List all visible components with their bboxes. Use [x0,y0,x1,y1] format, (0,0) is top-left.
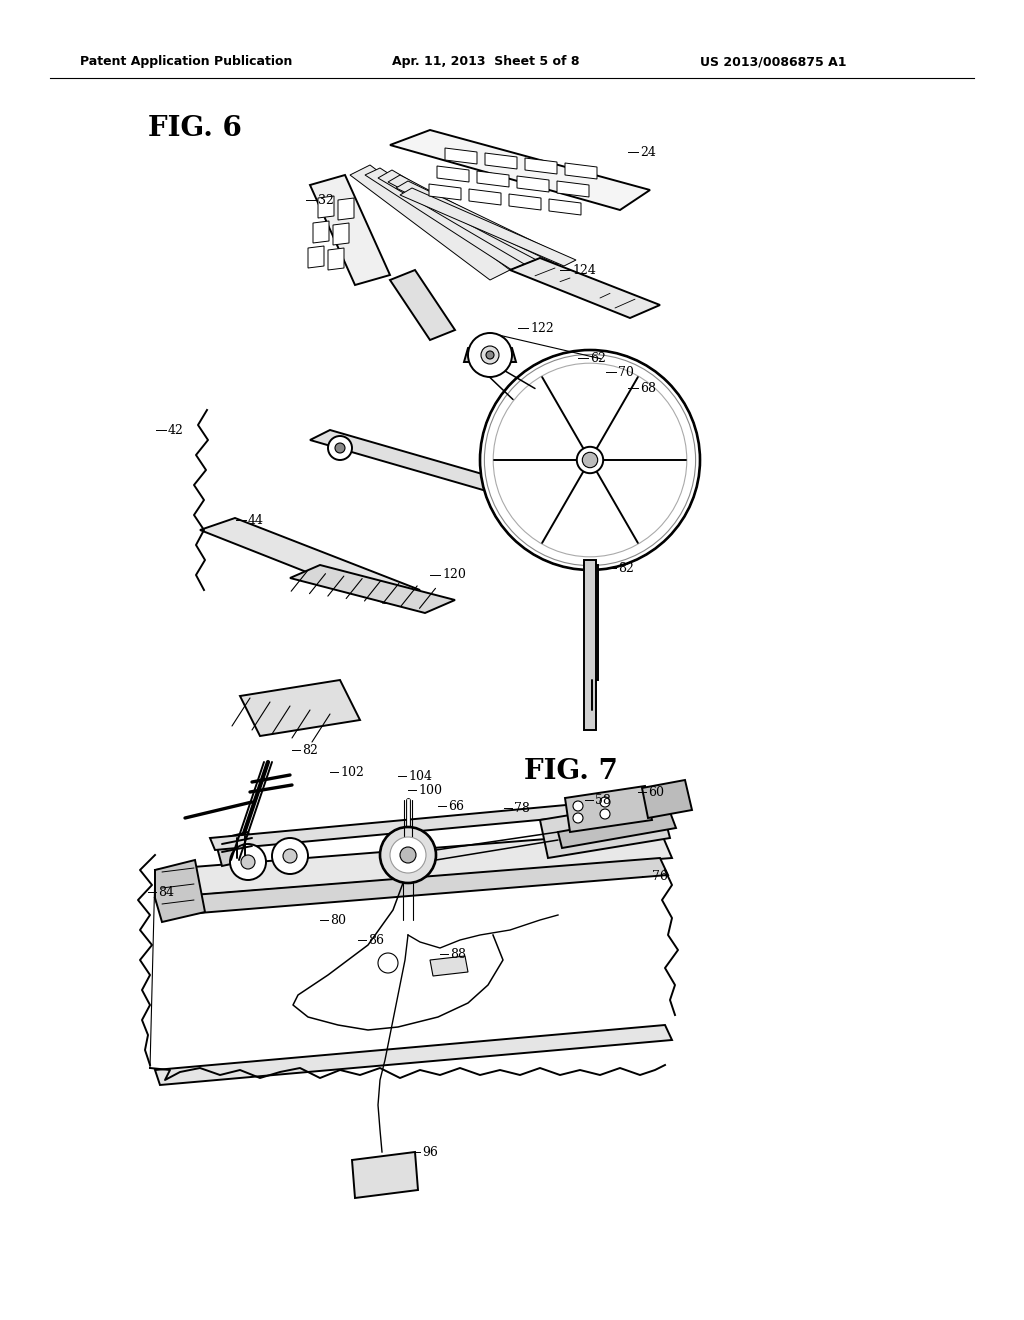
Polygon shape [388,176,558,265]
Circle shape [600,797,610,807]
Polygon shape [155,1026,672,1085]
Text: 88: 88 [450,948,466,961]
Polygon shape [558,812,676,847]
Polygon shape [313,220,329,243]
Polygon shape [310,430,555,506]
Polygon shape [429,183,461,201]
Polygon shape [328,248,344,271]
Circle shape [480,350,700,570]
Polygon shape [565,785,652,832]
Polygon shape [557,181,589,197]
Polygon shape [365,168,530,272]
Text: 120: 120 [442,569,466,582]
Polygon shape [215,832,258,866]
Polygon shape [517,176,549,191]
Polygon shape [642,780,692,818]
Circle shape [583,453,598,467]
Circle shape [481,346,499,364]
Polygon shape [430,956,468,975]
Text: 86: 86 [368,933,384,946]
Text: 124: 124 [572,264,596,276]
Polygon shape [240,680,360,737]
Polygon shape [155,830,672,898]
Text: 42: 42 [168,424,184,437]
Text: 66: 66 [449,800,464,813]
Circle shape [400,847,416,863]
Polygon shape [584,560,596,730]
Text: 68: 68 [640,381,656,395]
Polygon shape [525,158,557,174]
Circle shape [577,446,603,473]
Text: 122: 122 [530,322,554,334]
Polygon shape [390,271,455,341]
Polygon shape [477,172,509,187]
Text: 58: 58 [595,793,611,807]
Polygon shape [549,199,581,215]
Text: 76: 76 [652,870,668,883]
Polygon shape [445,148,477,164]
Polygon shape [338,198,354,220]
Text: 102: 102 [340,766,364,779]
Polygon shape [155,858,668,916]
Polygon shape [586,565,598,680]
Polygon shape [378,170,545,268]
Circle shape [486,351,494,359]
Text: 104: 104 [408,770,432,783]
Polygon shape [437,166,469,182]
Circle shape [573,801,583,810]
Circle shape [378,953,398,973]
Circle shape [600,809,610,818]
Polygon shape [308,246,324,268]
Polygon shape [352,1152,418,1199]
Circle shape [573,813,583,822]
Polygon shape [540,800,670,858]
Polygon shape [509,194,541,210]
Text: 70: 70 [618,366,634,379]
Circle shape [230,843,266,880]
Circle shape [328,436,352,459]
Polygon shape [318,195,334,218]
Circle shape [468,333,512,378]
Text: FIG. 6: FIG. 6 [148,115,242,143]
Text: Patent Application Publication: Patent Application Publication [80,55,293,69]
Polygon shape [310,176,390,285]
Circle shape [494,363,687,557]
Text: 32: 32 [318,194,334,206]
Circle shape [380,828,436,883]
Text: 82: 82 [618,561,634,574]
Polygon shape [400,187,575,267]
Polygon shape [350,165,510,280]
Polygon shape [396,181,568,264]
Circle shape [335,444,345,453]
Polygon shape [485,153,517,169]
Text: 78: 78 [514,801,529,814]
Text: 44: 44 [248,513,264,527]
Polygon shape [464,348,516,362]
Text: 60: 60 [648,785,664,799]
Polygon shape [469,189,501,205]
Polygon shape [155,861,205,921]
Text: 100: 100 [418,784,442,796]
Text: FIG. 7: FIG. 7 [524,758,617,785]
Polygon shape [510,257,660,318]
Polygon shape [290,565,455,612]
Polygon shape [333,223,349,246]
Text: US 2013/0086875 A1: US 2013/0086875 A1 [700,55,847,69]
Polygon shape [390,129,650,210]
Text: 62: 62 [590,351,606,364]
Circle shape [272,838,308,874]
Text: 24: 24 [640,145,656,158]
Circle shape [390,837,426,873]
Text: 84: 84 [158,886,174,899]
Circle shape [241,855,255,869]
Text: 80: 80 [330,913,346,927]
Polygon shape [565,162,597,180]
Text: 96: 96 [422,1146,438,1159]
Polygon shape [210,800,625,850]
Text: 82: 82 [302,743,317,756]
Polygon shape [200,517,420,603]
Text: Apr. 11, 2013  Sheet 5 of 8: Apr. 11, 2013 Sheet 5 of 8 [392,55,580,69]
Circle shape [283,849,297,863]
